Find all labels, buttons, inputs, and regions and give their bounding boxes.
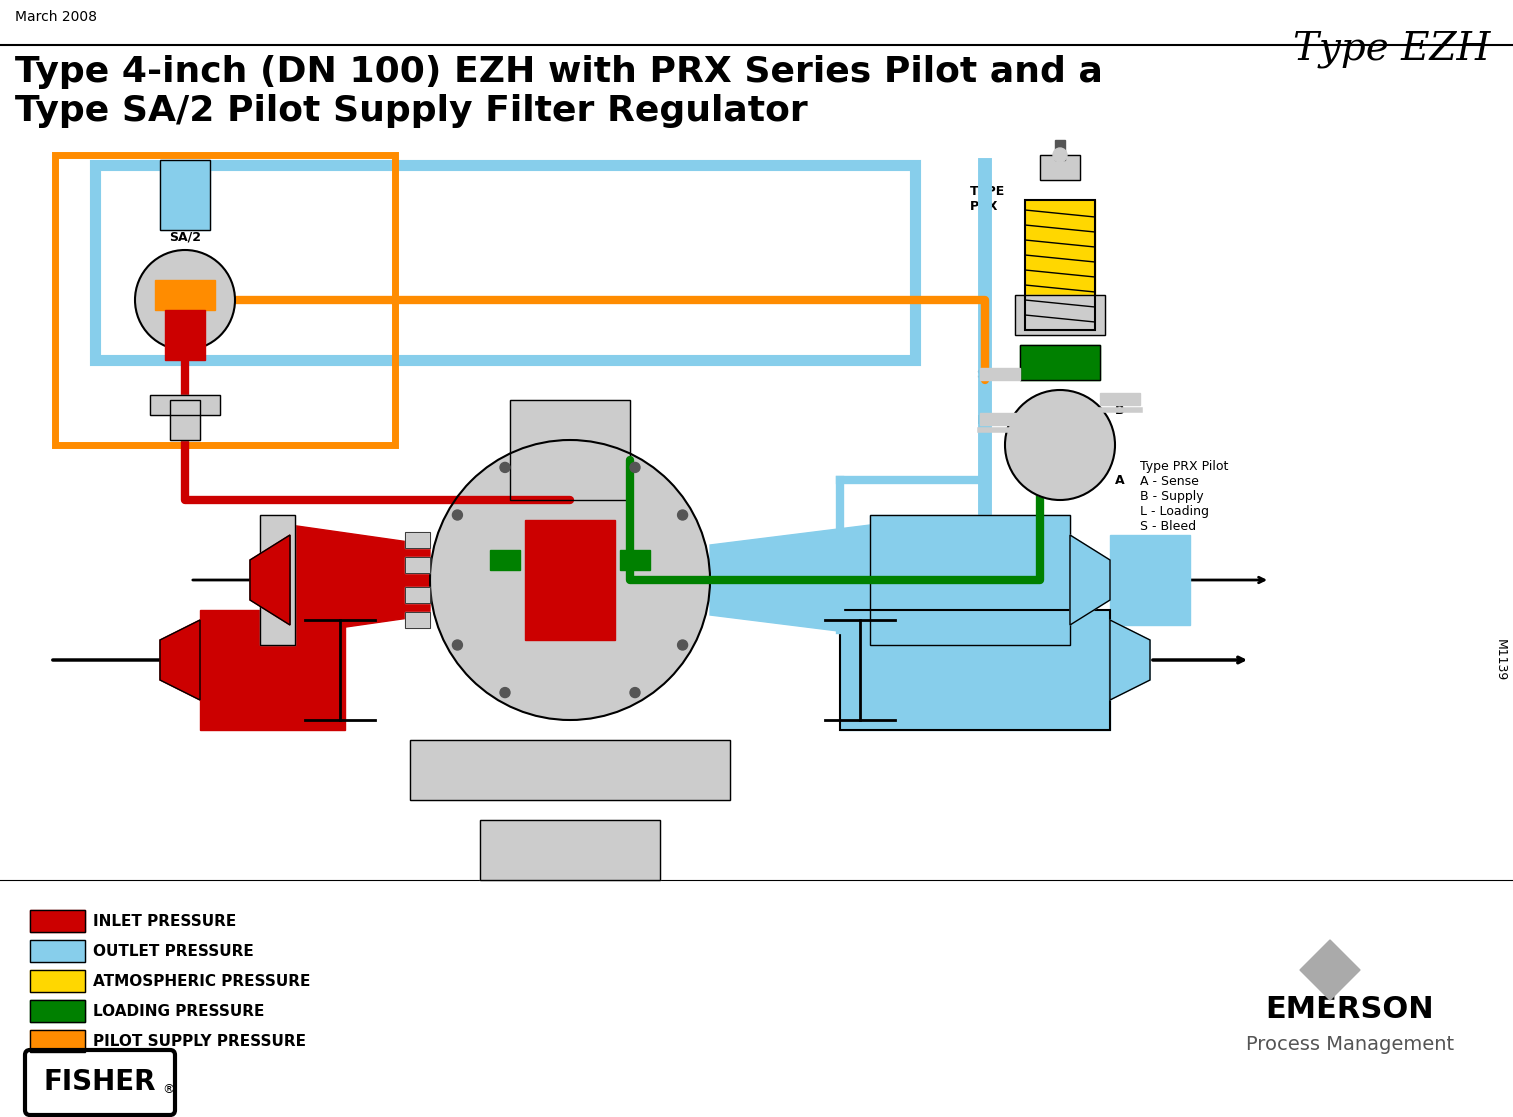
Bar	[480, 820, 660, 880]
Text: Type 4-inch (DN 100) EZH with PRX Series Pilot and a
Type SA/2 Pilot Supply Filt: Type 4-inch (DN 100) EZH with PRX Series…	[15, 55, 1103, 128]
Text: B: B	[1115, 403, 1124, 417]
Circle shape	[452, 510, 463, 521]
Bar	[30, 1000, 85, 1022]
Circle shape	[1053, 147, 1067, 162]
Bar	[160, 160, 210, 230]
Bar	[980, 367, 1020, 380]
Bar	[200, 610, 345, 731]
Bar	[870, 515, 1070, 645]
Polygon shape	[250, 535, 290, 626]
Circle shape	[629, 688, 640, 698]
Bar	[54, 155, 395, 445]
Text: A: A	[1115, 474, 1124, 487]
Text: PILOT SUPPLY PRESSURE: PILOT SUPPLY PRESSURE	[92, 1033, 306, 1049]
Polygon shape	[710, 525, 870, 634]
Text: LOADING PRESSURE: LOADING PRESSURE	[92, 1003, 265, 1019]
Bar	[410, 739, 729, 800]
Bar	[620, 550, 651, 570]
Bar	[30, 1030, 85, 1052]
Bar	[870, 515, 1070, 645]
Bar	[165, 311, 204, 360]
Text: L: L	[977, 413, 985, 427]
Bar	[525, 521, 614, 640]
Bar	[1055, 140, 1065, 160]
Bar	[30, 941, 85, 962]
Polygon shape	[290, 525, 430, 634]
Bar	[980, 413, 1020, 424]
Bar	[510, 400, 629, 500]
Text: FISHER: FISHER	[44, 1068, 156, 1096]
Bar	[1100, 393, 1139, 405]
Bar	[405, 612, 430, 628]
Circle shape	[452, 640, 463, 650]
Bar	[1039, 155, 1080, 180]
Text: Process Management: Process Management	[1245, 1035, 1454, 1054]
Bar	[1020, 345, 1100, 380]
Circle shape	[678, 510, 687, 521]
Bar	[160, 160, 210, 230]
Bar	[1039, 155, 1080, 180]
Circle shape	[135, 250, 235, 350]
Polygon shape	[1070, 535, 1111, 626]
Text: Type PRX Pilot
A - Sense
B - Supply
L - Loading
S - Bleed: Type PRX Pilot A - Sense B - Supply L - …	[1139, 460, 1229, 533]
Bar	[510, 400, 629, 500]
Circle shape	[499, 462, 510, 472]
Bar	[95, 165, 915, 360]
Bar	[405, 588, 430, 603]
Bar	[1015, 295, 1104, 335]
Text: ®: ®	[162, 1083, 174, 1097]
Bar	[405, 612, 430, 628]
Bar	[840, 610, 1111, 731]
Bar	[260, 515, 295, 645]
Circle shape	[499, 688, 510, 698]
Text: EMERSON: EMERSON	[1266, 995, 1434, 1024]
Bar	[30, 1000, 85, 1022]
Circle shape	[430, 440, 710, 720]
Text: M1139: M1139	[1493, 639, 1507, 681]
Text: TYPE
PRX: TYPE PRX	[970, 185, 1005, 213]
Bar	[840, 610, 1111, 731]
Text: INLET PRESSURE: INLET PRESSURE	[92, 914, 236, 928]
Bar	[169, 400, 200, 440]
Bar	[480, 820, 660, 880]
Polygon shape	[1024, 200, 1095, 330]
Bar	[405, 532, 430, 548]
Bar	[260, 515, 295, 645]
Circle shape	[1005, 390, 1115, 500]
Bar	[1111, 535, 1191, 626]
Bar	[150, 395, 219, 416]
Bar	[405, 557, 430, 573]
Bar	[410, 739, 729, 800]
Text: TYPE
SA/2: TYPE SA/2	[168, 214, 203, 244]
FancyBboxPatch shape	[26, 1050, 176, 1115]
Bar	[30, 970, 85, 992]
Polygon shape	[1111, 620, 1150, 700]
Bar	[30, 970, 85, 992]
Polygon shape	[1300, 941, 1360, 1000]
Text: March 2008: March 2008	[15, 10, 97, 23]
Bar	[1015, 295, 1104, 335]
Bar	[490, 550, 520, 570]
Text: S: S	[976, 369, 985, 382]
Bar	[405, 588, 430, 603]
Bar	[30, 1030, 85, 1052]
Bar	[30, 910, 85, 932]
Text: OUTLET PRESSURE: OUTLET PRESSURE	[92, 944, 254, 958]
Bar	[30, 941, 85, 962]
Bar	[169, 400, 200, 440]
Bar	[30, 910, 85, 932]
Text: Type EZH: Type EZH	[1292, 30, 1490, 67]
Bar	[1020, 345, 1100, 380]
Circle shape	[678, 640, 687, 650]
Bar	[150, 395, 219, 416]
Bar	[405, 557, 430, 573]
Circle shape	[629, 462, 640, 472]
Text: ATMOSPHERIC PRESSURE: ATMOSPHERIC PRESSURE	[92, 974, 310, 989]
Polygon shape	[160, 620, 200, 700]
Bar	[154, 280, 215, 311]
Bar	[405, 532, 430, 548]
